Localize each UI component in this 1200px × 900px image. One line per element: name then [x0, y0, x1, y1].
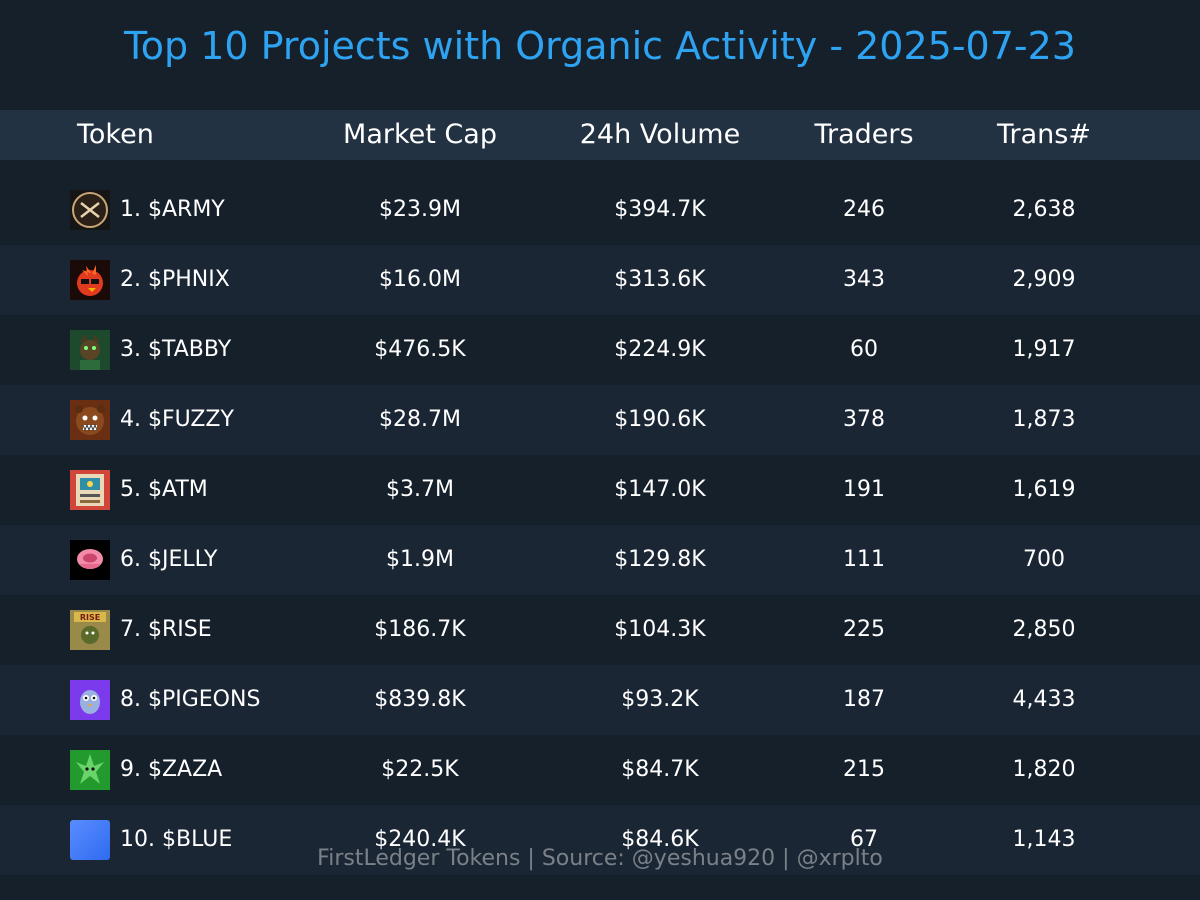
transactions-value: 1,619	[1012, 477, 1076, 502]
market-cap-value: $22.5K	[381, 757, 459, 782]
transactions-value: 700	[1023, 547, 1065, 572]
volume-value: $147.0K	[614, 477, 706, 502]
token-name: 7. $RISE	[120, 617, 212, 642]
traders-value: 215	[843, 757, 885, 782]
table-row: 2. $PHNIX $16.0M $313.6K 343 2,909	[0, 245, 1200, 315]
column-header-transactions: Trans#	[997, 119, 1091, 150]
traders-value: 187	[843, 687, 885, 712]
market-cap-value: $28.7M	[379, 407, 461, 432]
volume-value: $190.6K	[614, 407, 706, 432]
table-row: 9. $ZAZA $22.5K $84.7K 215 1,820	[0, 735, 1200, 805]
transactions-value: 1,873	[1012, 407, 1076, 432]
market-cap-value: $240.4K	[374, 827, 466, 852]
table-row: 6. $JELLY $1.9M $129.8K 111 700	[0, 525, 1200, 595]
traders-value: 111	[843, 547, 885, 572]
table-row: RISE 7. $RISE $186.7K $104.3K 225 2,850	[0, 595, 1200, 665]
traders-value: 225	[843, 617, 885, 642]
token-name: 6. $JELLY	[120, 547, 218, 572]
token-name: 4. $FUZZY	[120, 407, 234, 432]
svg-text:RISE: RISE	[80, 613, 100, 622]
traders-value: 191	[843, 477, 885, 502]
traders-value: 60	[850, 337, 878, 362]
volume-value: $84.7K	[621, 757, 699, 782]
table-row: 10. $BLUE $240.4K $84.6K 67 1,143	[0, 805, 1200, 875]
table-row: 1. $ARMY $23.9M $394.7K 246 2,638	[0, 175, 1200, 245]
token-name: 9. $ZAZA	[120, 757, 223, 782]
table-row: 8. $PIGEONS $839.8K $93.2K 187 4,433	[0, 665, 1200, 735]
token-name: 10. $BLUE	[120, 827, 233, 852]
token-table: 1. $ARMY $23.9M $394.7K 246 2,638 2. $PH…	[0, 175, 1200, 875]
market-cap-value: $3.7M	[386, 477, 454, 502]
transactions-value: 1,820	[1012, 757, 1076, 782]
market-cap-value: $1.9M	[386, 547, 454, 572]
transactions-value: 2,638	[1012, 197, 1076, 222]
market-cap-value: $16.0M	[379, 267, 461, 292]
army-logo-icon	[70, 190, 110, 230]
fuzzy-logo-icon	[70, 400, 110, 440]
column-header-market-cap: Market Cap	[343, 119, 497, 150]
market-cap-value: $186.7K	[374, 617, 466, 642]
footer-source: FirstLedger Tokens | Source: @yeshua920 …	[317, 846, 883, 871]
token-name: 3. $TABBY	[120, 337, 232, 362]
jelly-logo-icon	[70, 540, 110, 580]
token-name: 5. $ATM	[120, 477, 208, 502]
blue-logo-icon	[70, 820, 110, 860]
phoenix-logo-icon	[70, 260, 110, 300]
volume-value: $224.9K	[614, 337, 706, 362]
traders-value: 67	[850, 827, 878, 852]
pigeons-logo-icon	[70, 680, 110, 720]
volume-value: $394.7K	[614, 197, 706, 222]
transactions-value: 2,909	[1012, 267, 1076, 292]
volume-value: $84.6K	[621, 827, 699, 852]
volume-value: $313.6K	[614, 267, 706, 292]
column-header-volume: 24h Volume	[579, 119, 741, 150]
volume-value: $104.3K	[614, 617, 706, 642]
transactions-value: 1,917	[1012, 337, 1076, 362]
transactions-value: 4,433	[1012, 687, 1076, 712]
table-row: 3. $TABBY $476.5K $224.9K 60 1,917	[0, 315, 1200, 385]
market-cap-value: $839.8K	[374, 687, 466, 712]
column-header-token: Token	[77, 119, 154, 150]
column-header-traders: Traders	[814, 119, 914, 150]
token-name: 8. $PIGEONS	[120, 687, 261, 712]
table-row: 4. $FUZZY $28.7M $190.6K 378 1,873	[0, 385, 1200, 455]
zaza-logo-icon	[70, 750, 110, 790]
transactions-value: 1,143	[1012, 827, 1076, 852]
atm-logo-icon	[70, 470, 110, 510]
table-row: 5. $ATM $3.7M $147.0K 191 1,619	[0, 455, 1200, 525]
page-title: Top 10 Projects with Organic Activity - …	[124, 24, 1076, 68]
traders-value: 343	[843, 267, 885, 292]
market-cap-value: $476.5K	[374, 337, 466, 362]
market-cap-value: $23.9M	[379, 197, 461, 222]
volume-value: $93.2K	[621, 687, 699, 712]
token-name: 2. $PHNIX	[120, 267, 230, 292]
token-name: 1. $ARMY	[120, 197, 225, 222]
volume-value: $129.8K	[614, 547, 706, 572]
rise-logo-icon: RISE	[70, 610, 110, 650]
transactions-value: 2,850	[1012, 617, 1076, 642]
table-header: Token Market Cap 24h Volume Traders Tran…	[0, 110, 1200, 160]
traders-value: 246	[843, 197, 885, 222]
traders-value: 378	[843, 407, 885, 432]
tabby-logo-icon	[70, 330, 110, 370]
